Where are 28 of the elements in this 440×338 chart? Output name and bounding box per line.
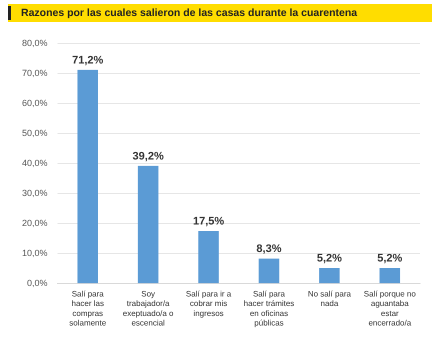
x-tick-label: Salí para ir a cobrar mis ingresos xyxy=(186,290,232,318)
x-tick-label: Soy trabajador/a exeptuado/a o escencial xyxy=(122,290,174,328)
bar xyxy=(258,258,280,284)
chart-title: Razones por las cuales salieron de las casas durante la cuarentena xyxy=(21,7,358,19)
data-label: 5,2% xyxy=(377,252,403,265)
x-tick-label: Salí para hacer trámites en oficinas públicas xyxy=(244,290,294,328)
y-tick-label: 20,0% xyxy=(22,218,48,228)
y-tick-label: 70,0% xyxy=(22,68,48,78)
x-tick-label: No salí para nada xyxy=(308,290,352,308)
bar xyxy=(319,268,340,284)
x-tick-label: Salí para hacer las compras solamente xyxy=(69,290,107,328)
y-tick-label: 40,0% xyxy=(22,158,48,168)
y-tick-label: 50,0% xyxy=(22,128,48,138)
y-tick-label: 0,0% xyxy=(27,278,48,288)
bar xyxy=(138,166,158,284)
y-tick-label: 60,0% xyxy=(22,98,48,108)
data-label: 39,2% xyxy=(132,150,164,162)
x-tick-label: Salí porque no aguantaba estar encerrado/a xyxy=(364,290,416,328)
y-tick-label: 30,0% xyxy=(22,188,48,198)
data-label: 17,5% xyxy=(192,216,224,228)
data-label: 8,3% xyxy=(256,243,282,256)
bar xyxy=(198,231,219,284)
bar xyxy=(380,268,400,284)
data-label: 5,2% xyxy=(316,252,342,265)
data-label: 71,2% xyxy=(72,54,104,66)
y-tick-label: 80,0% xyxy=(22,38,48,48)
bar xyxy=(77,70,98,284)
y-tick-label: 10,0% xyxy=(22,248,48,258)
